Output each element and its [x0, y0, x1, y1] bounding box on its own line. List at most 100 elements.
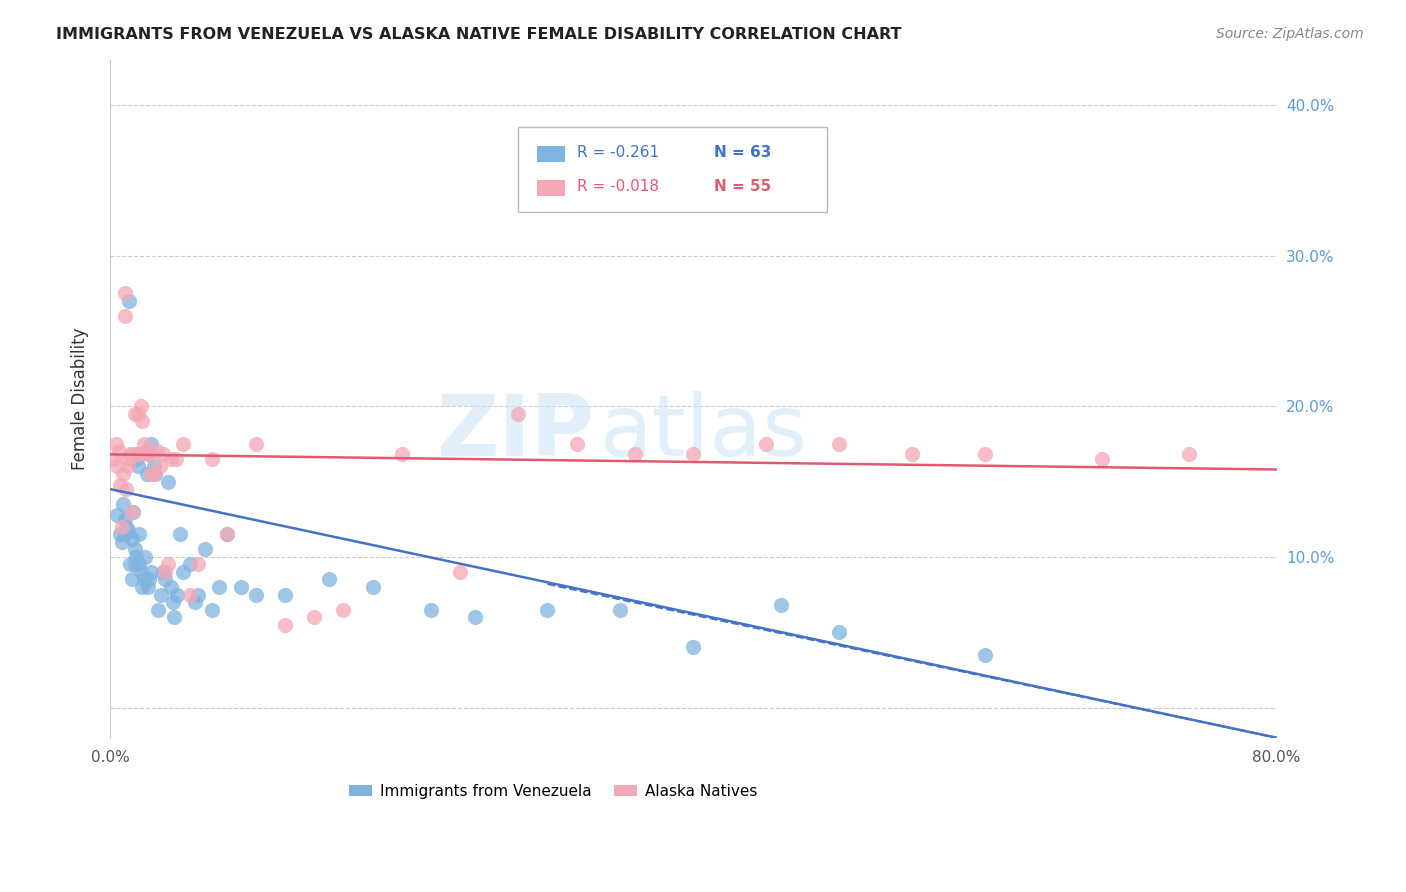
- Point: [135, 444, 157, 458]
- Point: [135, 447, 157, 461]
- Point: [128, 558, 150, 572]
- Point: [157, 475, 180, 489]
- Point: [166, 588, 188, 602]
- Point: [464, 610, 486, 624]
- Point: [274, 588, 297, 602]
- Point: [419, 602, 441, 616]
- Point: [110, 477, 132, 491]
- Point: [112, 467, 135, 481]
- Point: [111, 534, 134, 549]
- Text: R = -0.018: R = -0.018: [576, 179, 658, 194]
- Point: [142, 467, 165, 481]
- Y-axis label: Female Disability: Female Disability: [72, 327, 89, 470]
- Point: [127, 407, 149, 421]
- Point: [361, 580, 384, 594]
- Point: [150, 588, 173, 602]
- Text: R = -0.261: R = -0.261: [576, 145, 659, 160]
- Point: [755, 437, 778, 451]
- Point: [187, 558, 209, 572]
- Point: [115, 520, 138, 534]
- Point: [112, 497, 135, 511]
- Point: [131, 414, 153, 428]
- Point: [131, 580, 153, 594]
- Point: [138, 447, 160, 461]
- Point: [132, 573, 155, 587]
- Point: [165, 452, 187, 467]
- Point: [208, 580, 231, 594]
- Point: [132, 437, 155, 451]
- Point: [187, 588, 209, 602]
- Point: [274, 617, 297, 632]
- Point: [215, 527, 238, 541]
- Point: [136, 580, 159, 594]
- Point: [179, 588, 201, 602]
- Point: [142, 459, 165, 474]
- Point: [152, 565, 174, 579]
- Text: N = 55: N = 55: [714, 179, 772, 194]
- Point: [172, 437, 194, 451]
- Point: [391, 447, 413, 461]
- Point: [135, 467, 157, 481]
- Point: [624, 447, 647, 461]
- Point: [155, 573, 177, 587]
- Point: [145, 444, 167, 458]
- Point: [231, 580, 253, 594]
- Point: [183, 595, 205, 609]
- FancyBboxPatch shape: [537, 180, 565, 196]
- Point: [245, 437, 267, 451]
- Point: [125, 549, 148, 564]
- Point: [118, 452, 141, 467]
- Point: [449, 565, 471, 579]
- Text: IMMIGRANTS FROM VENEZUELA VS ALASKA NATIVE FEMALE DISABILITY CORRELATION CHART: IMMIGRANTS FROM VENEZUELA VS ALASKA NATI…: [56, 27, 901, 42]
- Point: [172, 565, 194, 579]
- Point: [1178, 447, 1201, 461]
- Point: [901, 447, 924, 461]
- Point: [120, 558, 142, 572]
- Point: [169, 527, 191, 541]
- Point: [194, 542, 217, 557]
- Point: [974, 648, 997, 662]
- Point: [108, 444, 131, 458]
- Point: [1090, 452, 1112, 467]
- Point: [114, 286, 136, 301]
- Point: [332, 602, 354, 616]
- Point: [122, 505, 145, 519]
- Text: Source: ZipAtlas.com: Source: ZipAtlas.com: [1216, 27, 1364, 41]
- Point: [157, 558, 180, 572]
- Point: [110, 527, 132, 541]
- Point: [111, 520, 134, 534]
- Point: [134, 549, 156, 564]
- Point: [103, 452, 125, 467]
- Point: [148, 602, 170, 616]
- Point: [536, 602, 558, 616]
- Point: [682, 447, 704, 461]
- Point: [828, 625, 851, 640]
- Point: [162, 595, 184, 609]
- Text: atlas: atlas: [600, 391, 808, 474]
- Point: [117, 523, 139, 537]
- Point: [149, 459, 172, 474]
- Point: [124, 558, 146, 572]
- Point: [136, 444, 159, 458]
- Point: [828, 437, 851, 451]
- Point: [201, 452, 224, 467]
- Point: [118, 293, 141, 308]
- Point: [179, 558, 201, 572]
- Point: [105, 459, 128, 474]
- Point: [508, 407, 530, 421]
- Point: [302, 610, 325, 624]
- Point: [155, 565, 177, 579]
- Text: ZIP: ZIP: [436, 391, 595, 474]
- Point: [769, 598, 792, 612]
- Point: [152, 447, 174, 461]
- Point: [143, 467, 166, 481]
- Point: [121, 505, 143, 519]
- Text: N = 63: N = 63: [714, 145, 772, 160]
- Legend: Immigrants from Venezuela, Alaska Natives: Immigrants from Venezuela, Alaska Native…: [343, 778, 763, 805]
- Point: [201, 602, 224, 616]
- Point: [114, 527, 136, 541]
- Point: [318, 573, 340, 587]
- Point: [245, 588, 267, 602]
- Point: [160, 452, 183, 467]
- Point: [139, 467, 162, 481]
